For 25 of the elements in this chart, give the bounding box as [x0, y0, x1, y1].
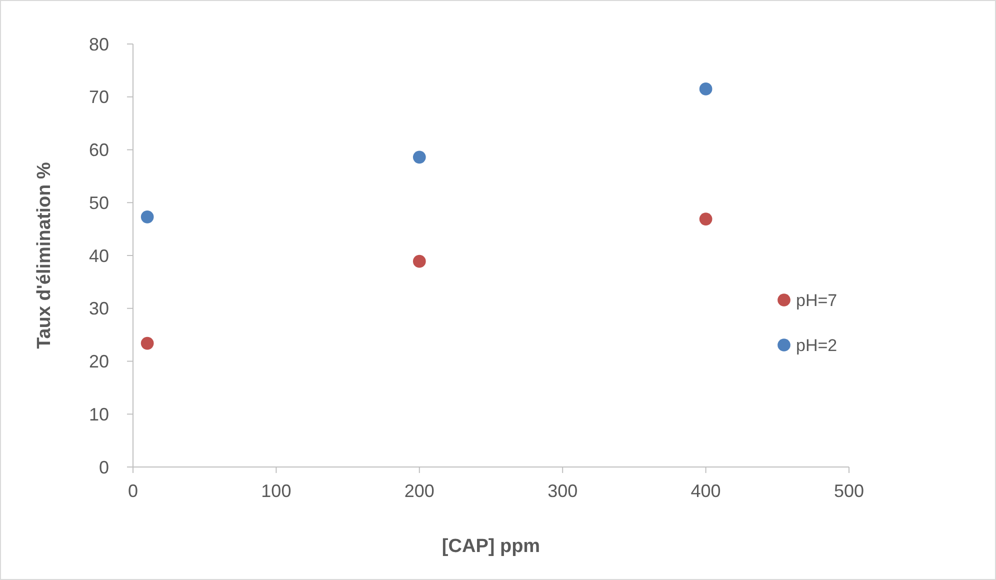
point	[699, 212, 712, 226]
y-tick-label: 70	[88, 87, 109, 108]
point	[699, 82, 712, 96]
y-tick-label: 10	[88, 404, 109, 424]
point	[412, 254, 426, 268]
point	[140, 210, 154, 224]
y-tick-label: 60	[88, 140, 109, 160]
y-tick-label: 40	[88, 246, 109, 266]
x-tick-label: 400	[690, 481, 721, 501]
y-tick-label: 0	[98, 457, 109, 478]
point	[412, 150, 426, 164]
y-axis-title: Taux d'élimination %	[34, 162, 55, 349]
y-tick-label: 20	[88, 352, 109, 372]
y-tick-label: 80	[88, 34, 109, 54]
point	[140, 336, 154, 350]
x-tick-label: 300	[548, 481, 578, 501]
legend-label: pH=7	[796, 290, 838, 310]
x-tick-label: 100	[261, 481, 292, 501]
x-tick-label: 200	[404, 481, 434, 501]
x-tick-label: 500	[834, 481, 864, 501]
y-tick-label: 50	[88, 192, 109, 213]
y-tick-label: 30	[88, 298, 109, 319]
x-axis-title: [CAP] ppm	[442, 536, 540, 557]
legend-label: pH=2	[796, 336, 838, 355]
x-tick-label: 0	[128, 481, 138, 501]
